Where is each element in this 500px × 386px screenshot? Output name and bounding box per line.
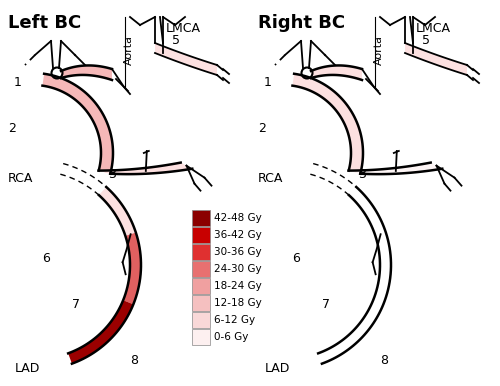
Bar	[192, 210, 210, 226]
Polygon shape	[42, 74, 113, 174]
Text: 6: 6	[292, 252, 300, 264]
Polygon shape	[98, 163, 192, 174]
Polygon shape	[99, 187, 136, 236]
Text: 5: 5	[172, 34, 180, 47]
Text: 3: 3	[358, 169, 366, 181]
Polygon shape	[405, 43, 467, 75]
Polygon shape	[155, 43, 217, 75]
Bar	[192, 278, 210, 294]
Text: 8: 8	[380, 354, 388, 366]
Text: 6-12 Gy: 6-12 Gy	[214, 315, 255, 325]
Text: 5: 5	[422, 34, 430, 47]
Text: LMCA: LMCA	[416, 22, 451, 35]
Text: 42-48 Gy: 42-48 Gy	[214, 213, 262, 223]
Bar	[192, 295, 210, 311]
Text: 6: 6	[42, 252, 50, 264]
Bar	[192, 329, 210, 345]
Bar	[192, 244, 210, 260]
Polygon shape	[373, 232, 391, 304]
Bar	[192, 312, 210, 328]
Text: 3: 3	[108, 169, 116, 181]
Text: 12-18 Gy: 12-18 Gy	[214, 298, 262, 308]
Text: 1: 1	[14, 76, 22, 88]
Text: 8: 8	[130, 354, 138, 366]
Bar	[192, 261, 210, 277]
Text: 2: 2	[258, 122, 266, 134]
Polygon shape	[318, 300, 384, 364]
Text: 24-30 Gy: 24-30 Gy	[214, 264, 262, 274]
Polygon shape	[311, 66, 362, 80]
Polygon shape	[349, 187, 386, 236]
Text: 2: 2	[8, 122, 16, 134]
Text: 36-42 Gy: 36-42 Gy	[214, 230, 262, 240]
Text: Aorta: Aorta	[124, 35, 134, 65]
Text: 7: 7	[72, 298, 80, 312]
Polygon shape	[292, 74, 363, 174]
Text: 30-36 Gy: 30-36 Gy	[214, 247, 262, 257]
Text: LAD: LAD	[15, 362, 40, 374]
Text: Left BC: Left BC	[8, 14, 81, 32]
Bar	[192, 227, 210, 243]
Text: 7: 7	[322, 298, 330, 312]
Polygon shape	[348, 163, 442, 174]
Text: 18-24 Gy: 18-24 Gy	[214, 281, 262, 291]
Text: RCA: RCA	[258, 171, 283, 185]
Polygon shape	[123, 232, 141, 304]
Text: 1: 1	[264, 76, 272, 88]
Polygon shape	[61, 66, 112, 80]
Polygon shape	[68, 300, 134, 364]
Text: LMCA: LMCA	[166, 22, 201, 35]
Text: Aorta: Aorta	[374, 35, 384, 65]
Text: LAD: LAD	[265, 362, 290, 374]
Text: Right BC: Right BC	[258, 14, 345, 32]
Text: RCA: RCA	[8, 171, 34, 185]
Text: 0-6 Gy: 0-6 Gy	[214, 332, 248, 342]
